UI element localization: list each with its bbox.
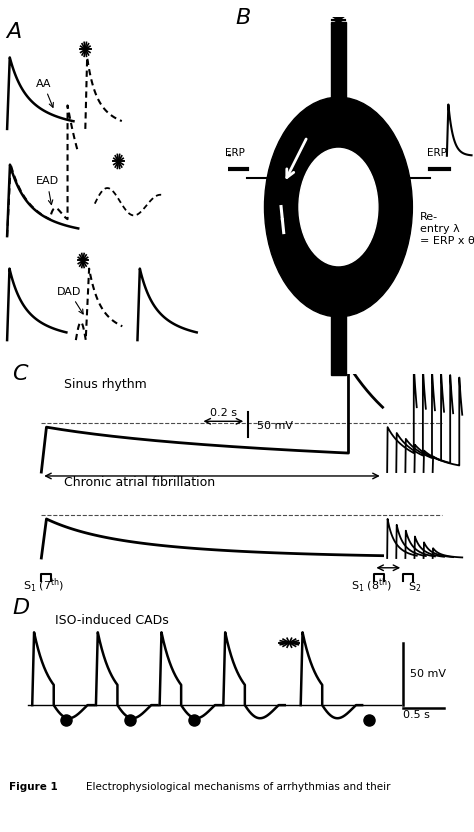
Text: 50 mV: 50 mV <box>257 421 293 431</box>
Text: ERP: ERP <box>225 148 245 158</box>
Text: S$_1$ (8$^{\rm th}$): S$_1$ (8$^{\rm th}$) <box>351 577 392 596</box>
Text: Re-
entry λ
= ERP x θ: Re- entry λ = ERP x θ <box>420 212 474 245</box>
Text: ISO-induced CADs: ISO-induced CADs <box>55 614 169 627</box>
Text: $\it{B}$: $\it{B}$ <box>235 8 251 28</box>
Text: $\it{D}$: $\it{D}$ <box>12 597 30 617</box>
Text: 0.5 s: 0.5 s <box>403 710 430 720</box>
Text: S$_1$ (7$^{\rm th}$): S$_1$ (7$^{\rm th}$) <box>23 577 64 596</box>
Text: 50 mV: 50 mV <box>410 669 446 679</box>
Circle shape <box>264 97 412 317</box>
Text: Electrophysiological mechanisms of arrhythmias and their: Electrophysiological mechanisms of arrhy… <box>73 782 391 793</box>
Text: ERP: ERP <box>427 148 447 158</box>
Text: $\it{A}$: $\it{A}$ <box>5 22 22 42</box>
FancyBboxPatch shape <box>331 22 346 102</box>
Circle shape <box>299 148 378 265</box>
Text: DAD: DAD <box>57 286 83 314</box>
Text: 0.2 s: 0.2 s <box>210 409 237 418</box>
Text: EAD: EAD <box>36 176 59 205</box>
Text: Sinus rhythm: Sinus rhythm <box>64 378 147 391</box>
FancyBboxPatch shape <box>331 313 346 375</box>
Text: AA: AA <box>36 79 54 107</box>
Text: S$_2$: S$_2$ <box>408 580 421 594</box>
Text: Figure 1: Figure 1 <box>9 782 58 793</box>
Text: $\it{C}$: $\it{C}$ <box>12 364 29 384</box>
Text: Chronic atrial fibrillation: Chronic atrial fibrillation <box>64 476 215 488</box>
